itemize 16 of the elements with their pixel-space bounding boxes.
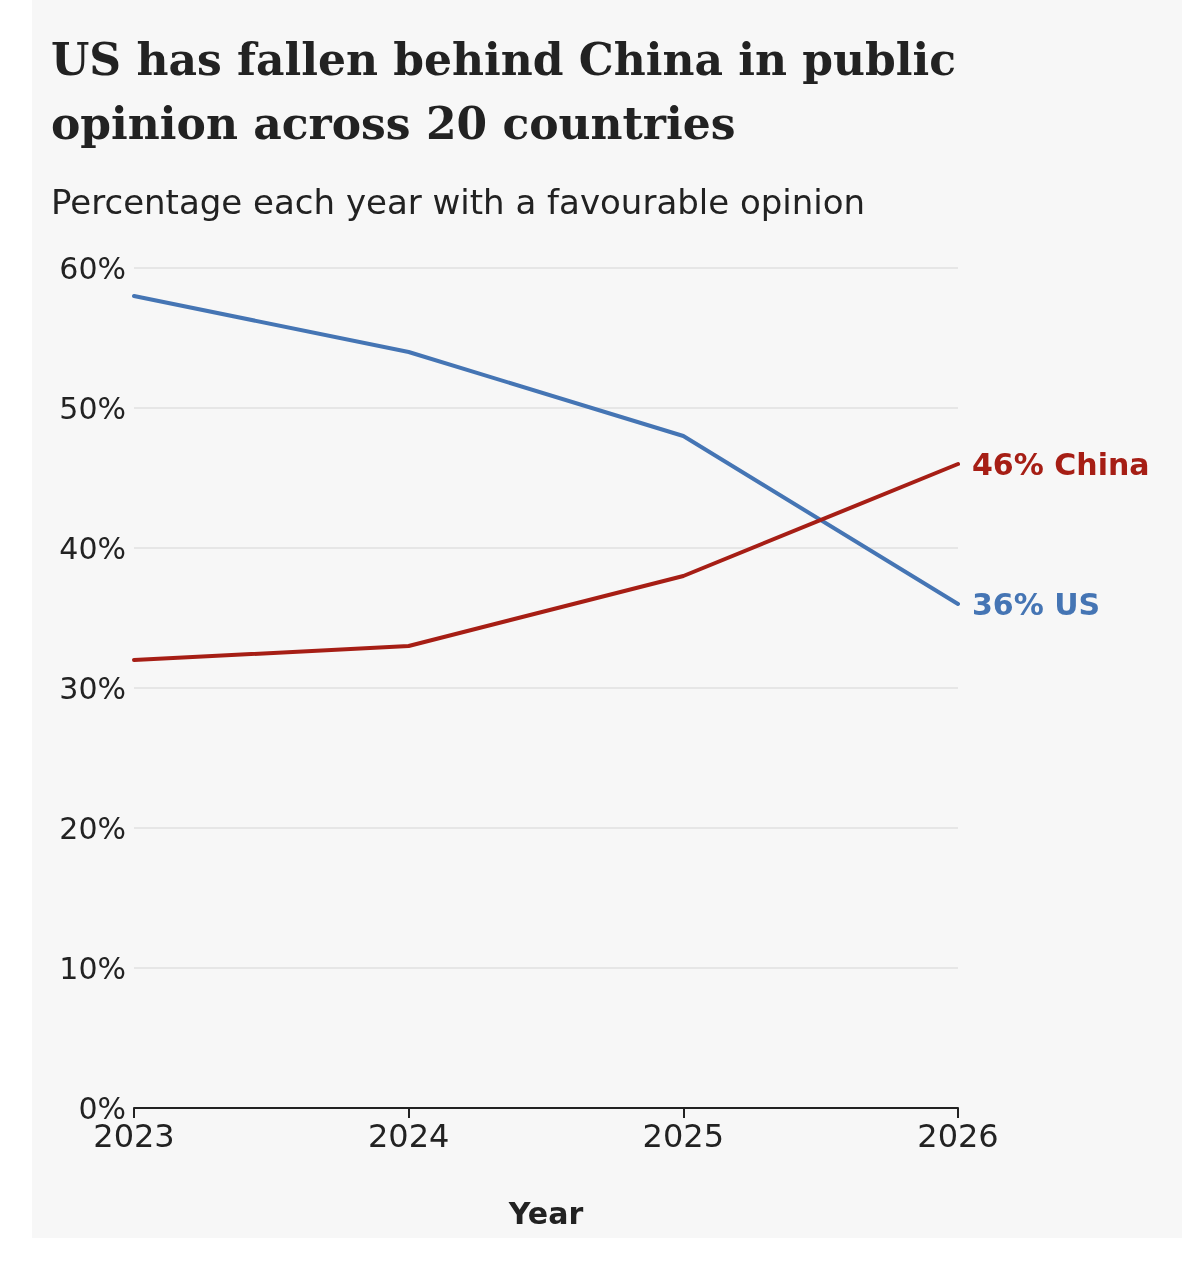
y-tick-label: 30% xyxy=(59,670,126,706)
y-tick-label: 50% xyxy=(59,390,126,426)
line-series xyxy=(132,462,960,662)
y-tick-label: 10% xyxy=(59,950,126,986)
x-axis-title: Year xyxy=(507,1195,584,1231)
y-tick-label: 20% xyxy=(59,810,126,846)
line-series xyxy=(132,294,960,606)
text: 36% US xyxy=(972,586,1101,622)
x-tick-label: 2025 xyxy=(642,1117,725,1155)
y-tick-label: 40% xyxy=(59,530,126,566)
chart-subtitle: Percentage each year with a favourable opinion xyxy=(51,182,866,222)
chart-title: US has fallen behind China in public opinion across 20 countries xyxy=(51,33,972,149)
y-tick-label: 60% xyxy=(59,250,126,286)
text: 46% China xyxy=(972,446,1150,482)
x-tick-label: 2024 xyxy=(367,1117,450,1155)
x-tick-label: 2026 xyxy=(917,1117,999,1155)
